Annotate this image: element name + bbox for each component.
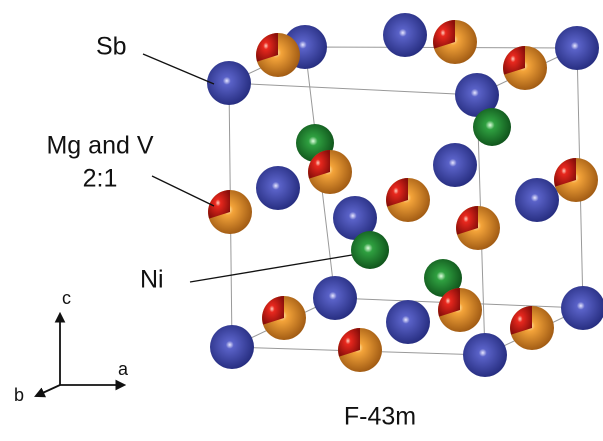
axis-label-a: a — [118, 359, 129, 379]
sb-atom — [383, 13, 427, 57]
axes-indicator: c a b — [14, 288, 129, 405]
mg-v-atom — [510, 306, 554, 350]
label-mg-v: Mg and V — [46, 132, 153, 160]
mg-v-atom — [438, 288, 482, 332]
sb-atom — [463, 333, 507, 377]
sb-atom — [386, 300, 430, 344]
sb-atom — [256, 166, 300, 210]
label-ratio: 2:1 — [83, 165, 118, 193]
leader-line — [143, 54, 214, 84]
mg-v-atom — [208, 190, 252, 234]
sb-atom — [515, 178, 559, 222]
mg-v-atom — [433, 20, 477, 64]
atoms — [207, 13, 603, 377]
leader-line — [152, 176, 214, 206]
mg-v-atom — [386, 178, 430, 222]
sb-atom — [210, 325, 254, 369]
crystal-diagram: Sb Mg and V 2:1 Ni c a b F-43m — [0, 0, 603, 441]
axis-label-c: c — [62, 288, 71, 308]
mg-v-atom — [256, 33, 300, 77]
label-sb: Sb — [96, 33, 127, 61]
ni-atom — [473, 108, 511, 146]
mg-v-atom — [503, 46, 547, 90]
label-ni: Ni — [140, 266, 164, 294]
space-group-caption: F-43m — [344, 403, 416, 431]
mg-v-atom — [554, 158, 598, 202]
mg-v-atom — [262, 296, 306, 340]
axis-label-b: b — [14, 385, 24, 405]
sb-atom — [313, 276, 357, 320]
sb-atom — [433, 143, 477, 187]
axis-b — [36, 385, 60, 396]
sb-atom — [555, 26, 599, 70]
mg-v-atom — [308, 150, 352, 194]
sb-atom — [207, 61, 251, 105]
mg-v-atom — [456, 206, 500, 250]
sb-atom — [561, 286, 603, 330]
mg-v-atom — [338, 328, 382, 372]
ni-atom — [351, 231, 389, 269]
